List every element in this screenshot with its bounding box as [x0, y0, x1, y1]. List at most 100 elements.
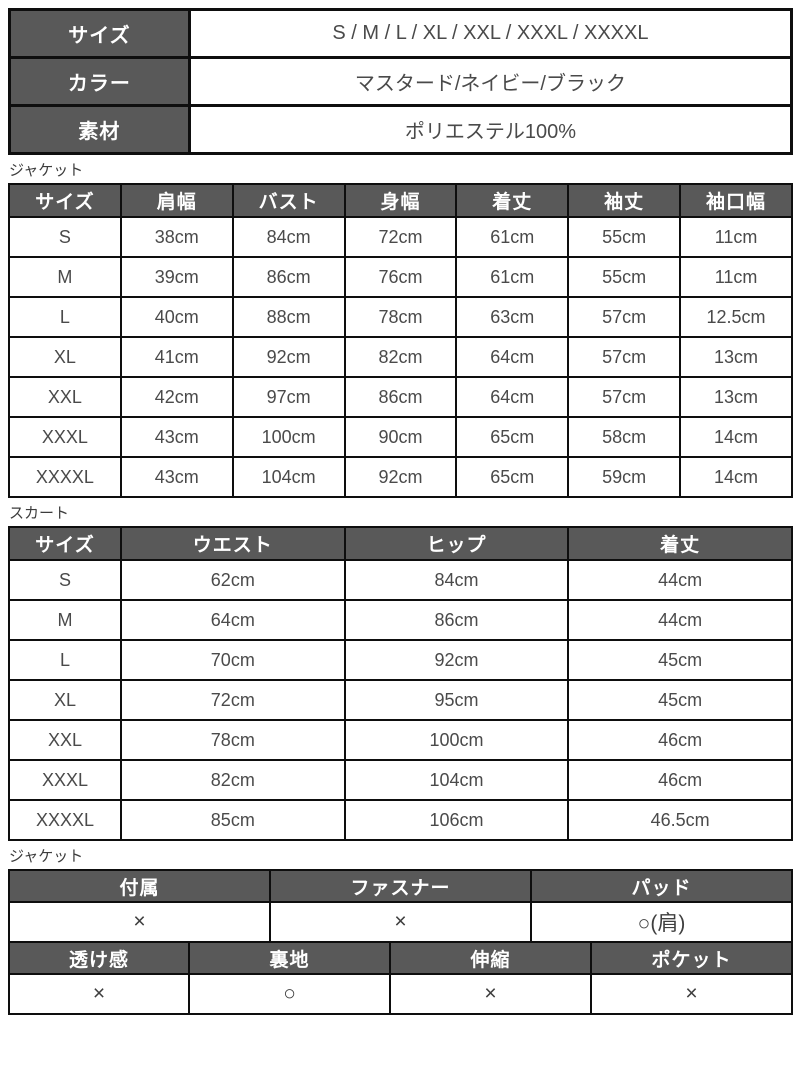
column-header: ウエスト [119, 526, 346, 561]
table-row: カラー マスタード/ネイビー/ブラック [8, 56, 794, 107]
table-row: XXXL 43cm 100cm 90cm 65cm 58cm 14cm [8, 416, 793, 458]
table-row: M 64cm 86cm 44cm [8, 599, 793, 641]
spec-sheet: サイズ S / M / L / XL / XXL / XXXL / XXXXL … [7, 8, 794, 1015]
info-value-color: マスタード/ネイビー/ブラック [187, 56, 794, 107]
table-row: L 40cm 88cm 78cm 63cm 57cm 12.5cm [8, 296, 793, 338]
cell: XXL [8, 719, 122, 761]
cell: 84cm [343, 559, 570, 601]
column-header: 透け感 [7, 941, 191, 975]
cell: 92cm [343, 456, 458, 498]
cell: 13cm [679, 376, 793, 418]
cell: 46cm [567, 719, 793, 761]
cell: 64cm [455, 336, 570, 378]
table-row: S 38cm 84cm 72cm 61cm 55cm 11cm [8, 216, 793, 258]
cell: XXXXL [8, 799, 122, 841]
cell: × [269, 901, 532, 943]
table-header-row: 付属 ファスナー パッド [8, 869, 793, 903]
cell: 65cm [455, 456, 570, 498]
cell: 84cm [231, 216, 346, 258]
cell: 46cm [567, 759, 793, 801]
cell: S [8, 216, 122, 258]
cell: 82cm [119, 759, 346, 801]
cell: L [8, 296, 122, 338]
section-label-skirt: スカート [9, 505, 70, 522]
cell: 78cm [343, 296, 458, 338]
info-value-material: ポリエステル100% [187, 104, 794, 155]
cell: 44cm [567, 599, 793, 641]
cell: XXXL [8, 759, 122, 801]
cell: L [8, 639, 122, 681]
cell: 100cm [343, 719, 570, 761]
column-header: 付属 [8, 869, 271, 903]
cell: 63cm [455, 296, 570, 338]
column-header: ファスナー [269, 869, 532, 903]
column-header: 身幅 [343, 183, 458, 218]
cell: M [8, 256, 122, 298]
cell: 85cm [119, 799, 346, 841]
section-label-jacket: ジャケット [9, 162, 84, 179]
column-header: 袖口幅 [679, 183, 793, 218]
info-label-color: カラー [8, 56, 191, 107]
column-header: 肩幅 [119, 183, 234, 218]
cell: 92cm [343, 639, 570, 681]
cell: 72cm [343, 216, 458, 258]
column-header: ポケット [590, 941, 793, 975]
cell: 44cm [567, 559, 793, 601]
cell: 13cm [679, 336, 793, 378]
table-row: 素材 ポリエステル100% [8, 104, 794, 155]
table-row: XXXXL 43cm 104cm 92cm 65cm 59cm 14cm [8, 456, 793, 498]
table-row: XXXL 82cm 104cm 46cm [8, 759, 793, 801]
info-label-material: 素材 [8, 104, 191, 155]
table-row: × ○ × × [7, 973, 793, 1015]
cell: 97cm [231, 376, 346, 418]
column-header: パッド [530, 869, 793, 903]
cell: 65cm [455, 416, 570, 458]
cell: × [389, 973, 593, 1015]
column-header: 袖丈 [567, 183, 682, 218]
cell: 86cm [231, 256, 346, 298]
cell: × [7, 973, 191, 1015]
cell: 100cm [231, 416, 346, 458]
cell: XXL [8, 376, 122, 418]
cell: 86cm [343, 599, 570, 641]
table-row: XL 72cm 95cm 45cm [8, 679, 793, 721]
cell: ○(肩) [530, 901, 793, 943]
column-header: サイズ [8, 526, 122, 561]
cell: ○ [188, 973, 392, 1015]
info-label-size: サイズ [8, 8, 191, 59]
cell: 78cm [119, 719, 346, 761]
cell: 39cm [119, 256, 234, 298]
table-header-row: 透け感 裏地 伸縮 ポケット [7, 941, 793, 975]
cell: × [590, 973, 793, 1015]
cell: 40cm [119, 296, 234, 338]
cell: 88cm [231, 296, 346, 338]
column-header: 着丈 [567, 526, 793, 561]
info-value-size: S / M / L / XL / XXL / XXXL / XXXXL [187, 8, 794, 59]
table-row: XXL 42cm 97cm 86cm 64cm 57cm 13cm [8, 376, 793, 418]
cell: 12.5cm [679, 296, 793, 338]
column-header: バスト [231, 183, 346, 218]
cell: 57cm [567, 376, 682, 418]
cell: S [8, 559, 122, 601]
cell: XL [8, 679, 122, 721]
table-row: L 70cm 92cm 45cm [8, 639, 793, 681]
table-row: × × ○(肩) [8, 901, 793, 943]
table-row: M 39cm 86cm 76cm 61cm 55cm 11cm [8, 256, 793, 298]
cell: 64cm [119, 599, 346, 641]
cell: 82cm [343, 336, 458, 378]
cell: 61cm [455, 216, 570, 258]
cell: 62cm [119, 559, 346, 601]
product-info-table: サイズ S / M / L / XL / XXL / XXXL / XXXXL … [8, 8, 794, 155]
column-header: サイズ [8, 183, 122, 218]
cell: × [8, 901, 271, 943]
cell: 11cm [679, 216, 793, 258]
cell: 58cm [567, 416, 682, 458]
cell: 106cm [343, 799, 570, 841]
cell: XL [8, 336, 122, 378]
cell: 45cm [567, 639, 793, 681]
cell: 55cm [567, 256, 682, 298]
jacket-details-table-1: 付属 ファスナー パッド × × ○(肩) [8, 869, 793, 943]
cell: 14cm [679, 456, 793, 498]
table-header-row: サイズ 肩幅 バスト 身幅 着丈 袖丈 袖口幅 [8, 183, 793, 218]
cell: 43cm [119, 456, 234, 498]
